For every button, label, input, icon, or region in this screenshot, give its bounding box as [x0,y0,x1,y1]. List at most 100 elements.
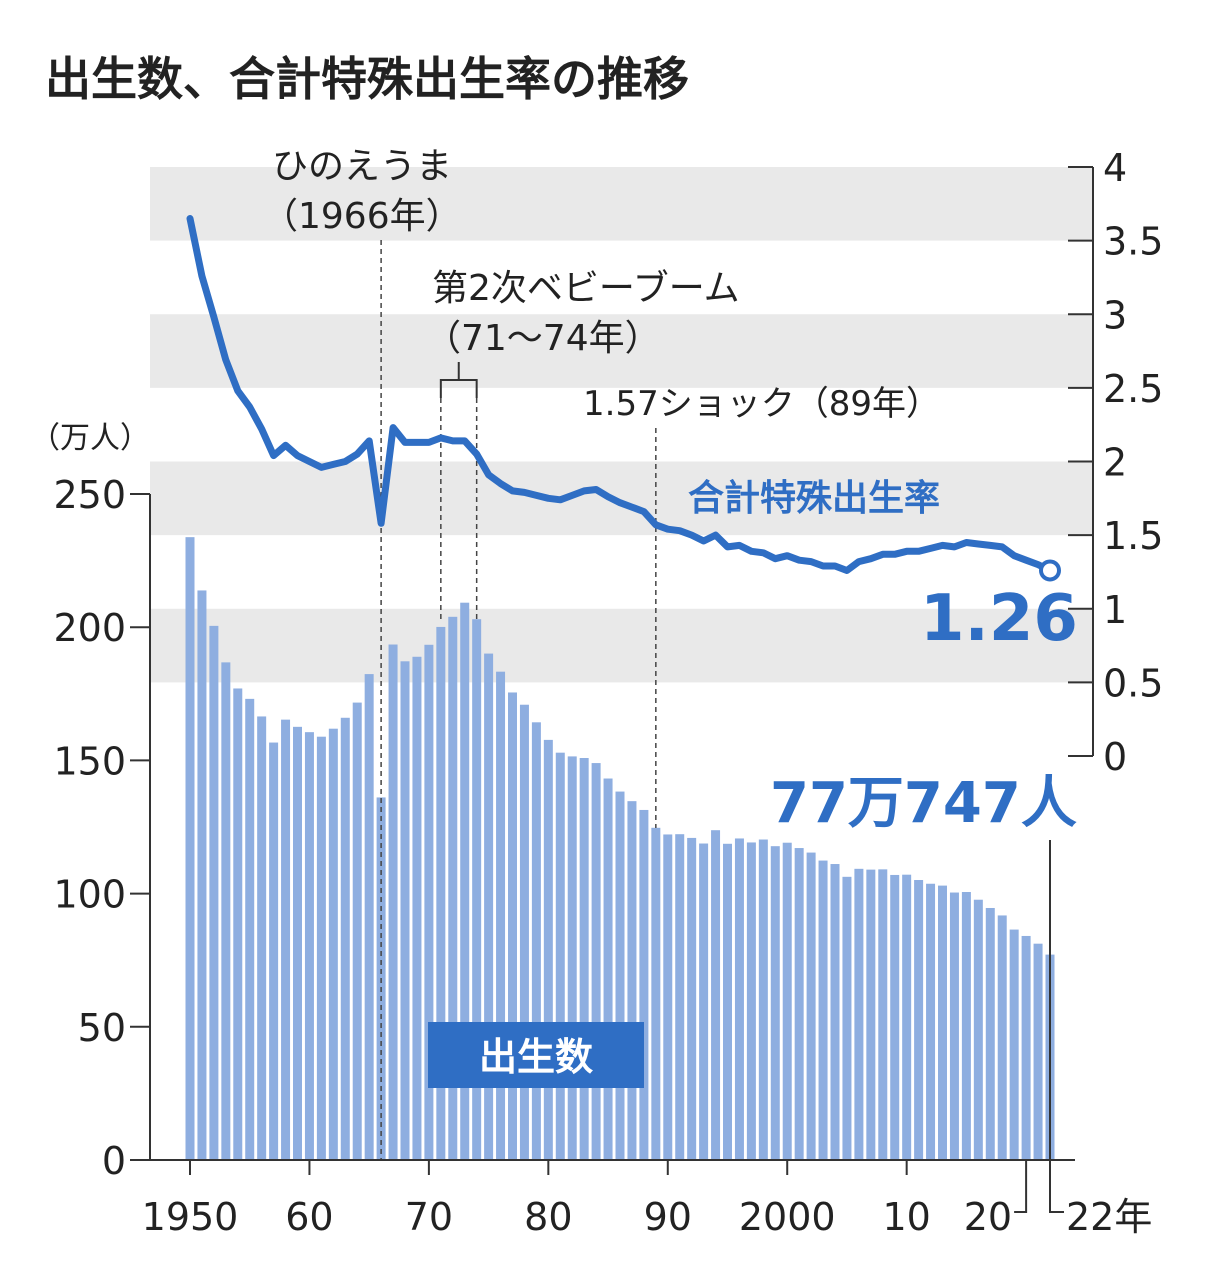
bar-1977 [508,692,517,1160]
bar-1999 [770,846,780,1160]
annotation-157-shock: 1.57ショック（89年） [583,384,940,424]
bar-1962 [328,728,338,1160]
bar-2009 [890,874,900,1160]
bar-1950 [185,537,195,1160]
x-tick-label: 60 [285,1195,333,1239]
bar-1991 [675,834,685,1160]
bar-1971 [436,626,446,1160]
bar-1972 [448,616,458,1160]
annotation-hinoeuma: ひのえうま [272,146,452,187]
bar-2015 [961,892,971,1160]
annotation-baby-boom-years: （71～74年） [425,318,661,359]
bar-1954 [233,688,243,1160]
bar-2001 [794,848,804,1160]
x-tick-label: 80 [524,1195,572,1239]
bar-1987 [627,801,637,1160]
bar-1992 [687,837,697,1160]
bar-1996 [734,838,744,1160]
bar-1994 [711,830,721,1160]
right-tick-label: 4 [1103,146,1127,190]
births-last-value: 77万747人 [770,771,1077,836]
right-tick-label: 2 [1103,441,1127,485]
annotation-hinoeuma-year: （1966年） [262,196,462,237]
bar-1956 [257,716,267,1160]
bar-2018 [997,915,1007,1160]
bar-1988 [639,809,649,1160]
x-tick-label: 2000 [739,1195,836,1239]
bar-1978 [519,704,529,1160]
bar-2002 [806,852,816,1160]
grid-band [150,608,1093,683]
axes: 0 50 100 150 200 250 0 0.5 1 1.5 2 2.5 3 3.5 4 1950 60 70… [53,146,1163,1239]
tfr-line [186,215,1054,574]
bar-1963 [340,717,350,1160]
bar-2011 [914,880,924,1160]
right-tick-label: 3.5 [1103,220,1163,264]
bar-2004 [830,864,840,1160]
births-label-box [428,1022,644,1088]
bar-1976 [496,671,506,1160]
bar-1970 [424,644,434,1160]
bar-2013 [938,885,947,1160]
bar-2007 [866,869,876,1160]
bar-1997 [746,842,756,1160]
bar-1995 [723,843,732,1160]
left-tick-label: 250 [53,473,126,517]
right-tick-label: 2.5 [1103,367,1163,411]
grid-band [150,461,1093,536]
chart-title: 出生数、合計特殊出生率の推移 [45,52,689,106]
bar-2019 [1009,929,1019,1160]
tfr-series-label: 合計特殊出生率 [688,478,940,519]
right-tick-label: 1.5 [1103,514,1163,558]
bar-1969 [412,656,422,1160]
bar-1980 [543,739,553,1160]
bar-1951 [197,590,207,1160]
bar-1967 [388,644,398,1160]
bar-2012 [926,883,936,1160]
right-tick-label: 3 [1103,293,1127,337]
bar-2020 [1021,935,1031,1160]
x-tick-label: 70 [405,1195,453,1239]
bar-1959 [293,726,302,1160]
left-tick-label: 0 [102,1139,126,1183]
bar-1990 [663,834,673,1160]
bar-2005 [842,876,852,1160]
bar-1968 [400,661,410,1160]
bar-1953 [221,662,231,1160]
left-axis-unit: （万人） [30,421,150,456]
bar-1989 [651,827,661,1160]
bar-1993 [699,843,709,1160]
bar-1985 [603,778,613,1160]
right-tick-label: 1 [1103,588,1127,632]
bar-1974 [472,619,482,1160]
bar-1965 [364,674,374,1160]
bar-1955 [245,698,255,1160]
bar-1960 [304,732,314,1160]
grid-band [150,167,1093,241]
right-tick-label: 0 [1103,735,1127,779]
x-tick-label: 20 [964,1195,1012,1239]
bar-2008 [878,869,888,1160]
left-tick-label: 50 [78,1006,126,1050]
bar-1982 [567,756,577,1160]
bar-2021 [1033,943,1043,1160]
bar-1986 [615,791,625,1160]
bar-1979 [531,722,541,1160]
bar-1981 [555,752,565,1160]
left-tick-label: 200 [53,606,126,650]
x-tick-2022 [1049,840,1064,1213]
annotation-baby-boom: 第2次ベビーブーム [432,268,740,309]
x-tick-label: 1950 [142,1195,239,1239]
bar-1983 [579,758,589,1160]
bar-1957 [269,742,279,1160]
grid-band [150,314,1093,388]
bar-1952 [209,625,219,1160]
x-tick [1014,1160,1028,1213]
bar-1964 [352,702,362,1160]
bar-2017 [985,907,995,1160]
x-tick-label: 90 [644,1195,692,1239]
x-tick-label: 22年 [1066,1195,1152,1239]
tfr-last-value: 1.26 [920,582,1078,656]
x-tick-label: 10 [882,1195,930,1239]
bar-1958 [281,719,291,1160]
